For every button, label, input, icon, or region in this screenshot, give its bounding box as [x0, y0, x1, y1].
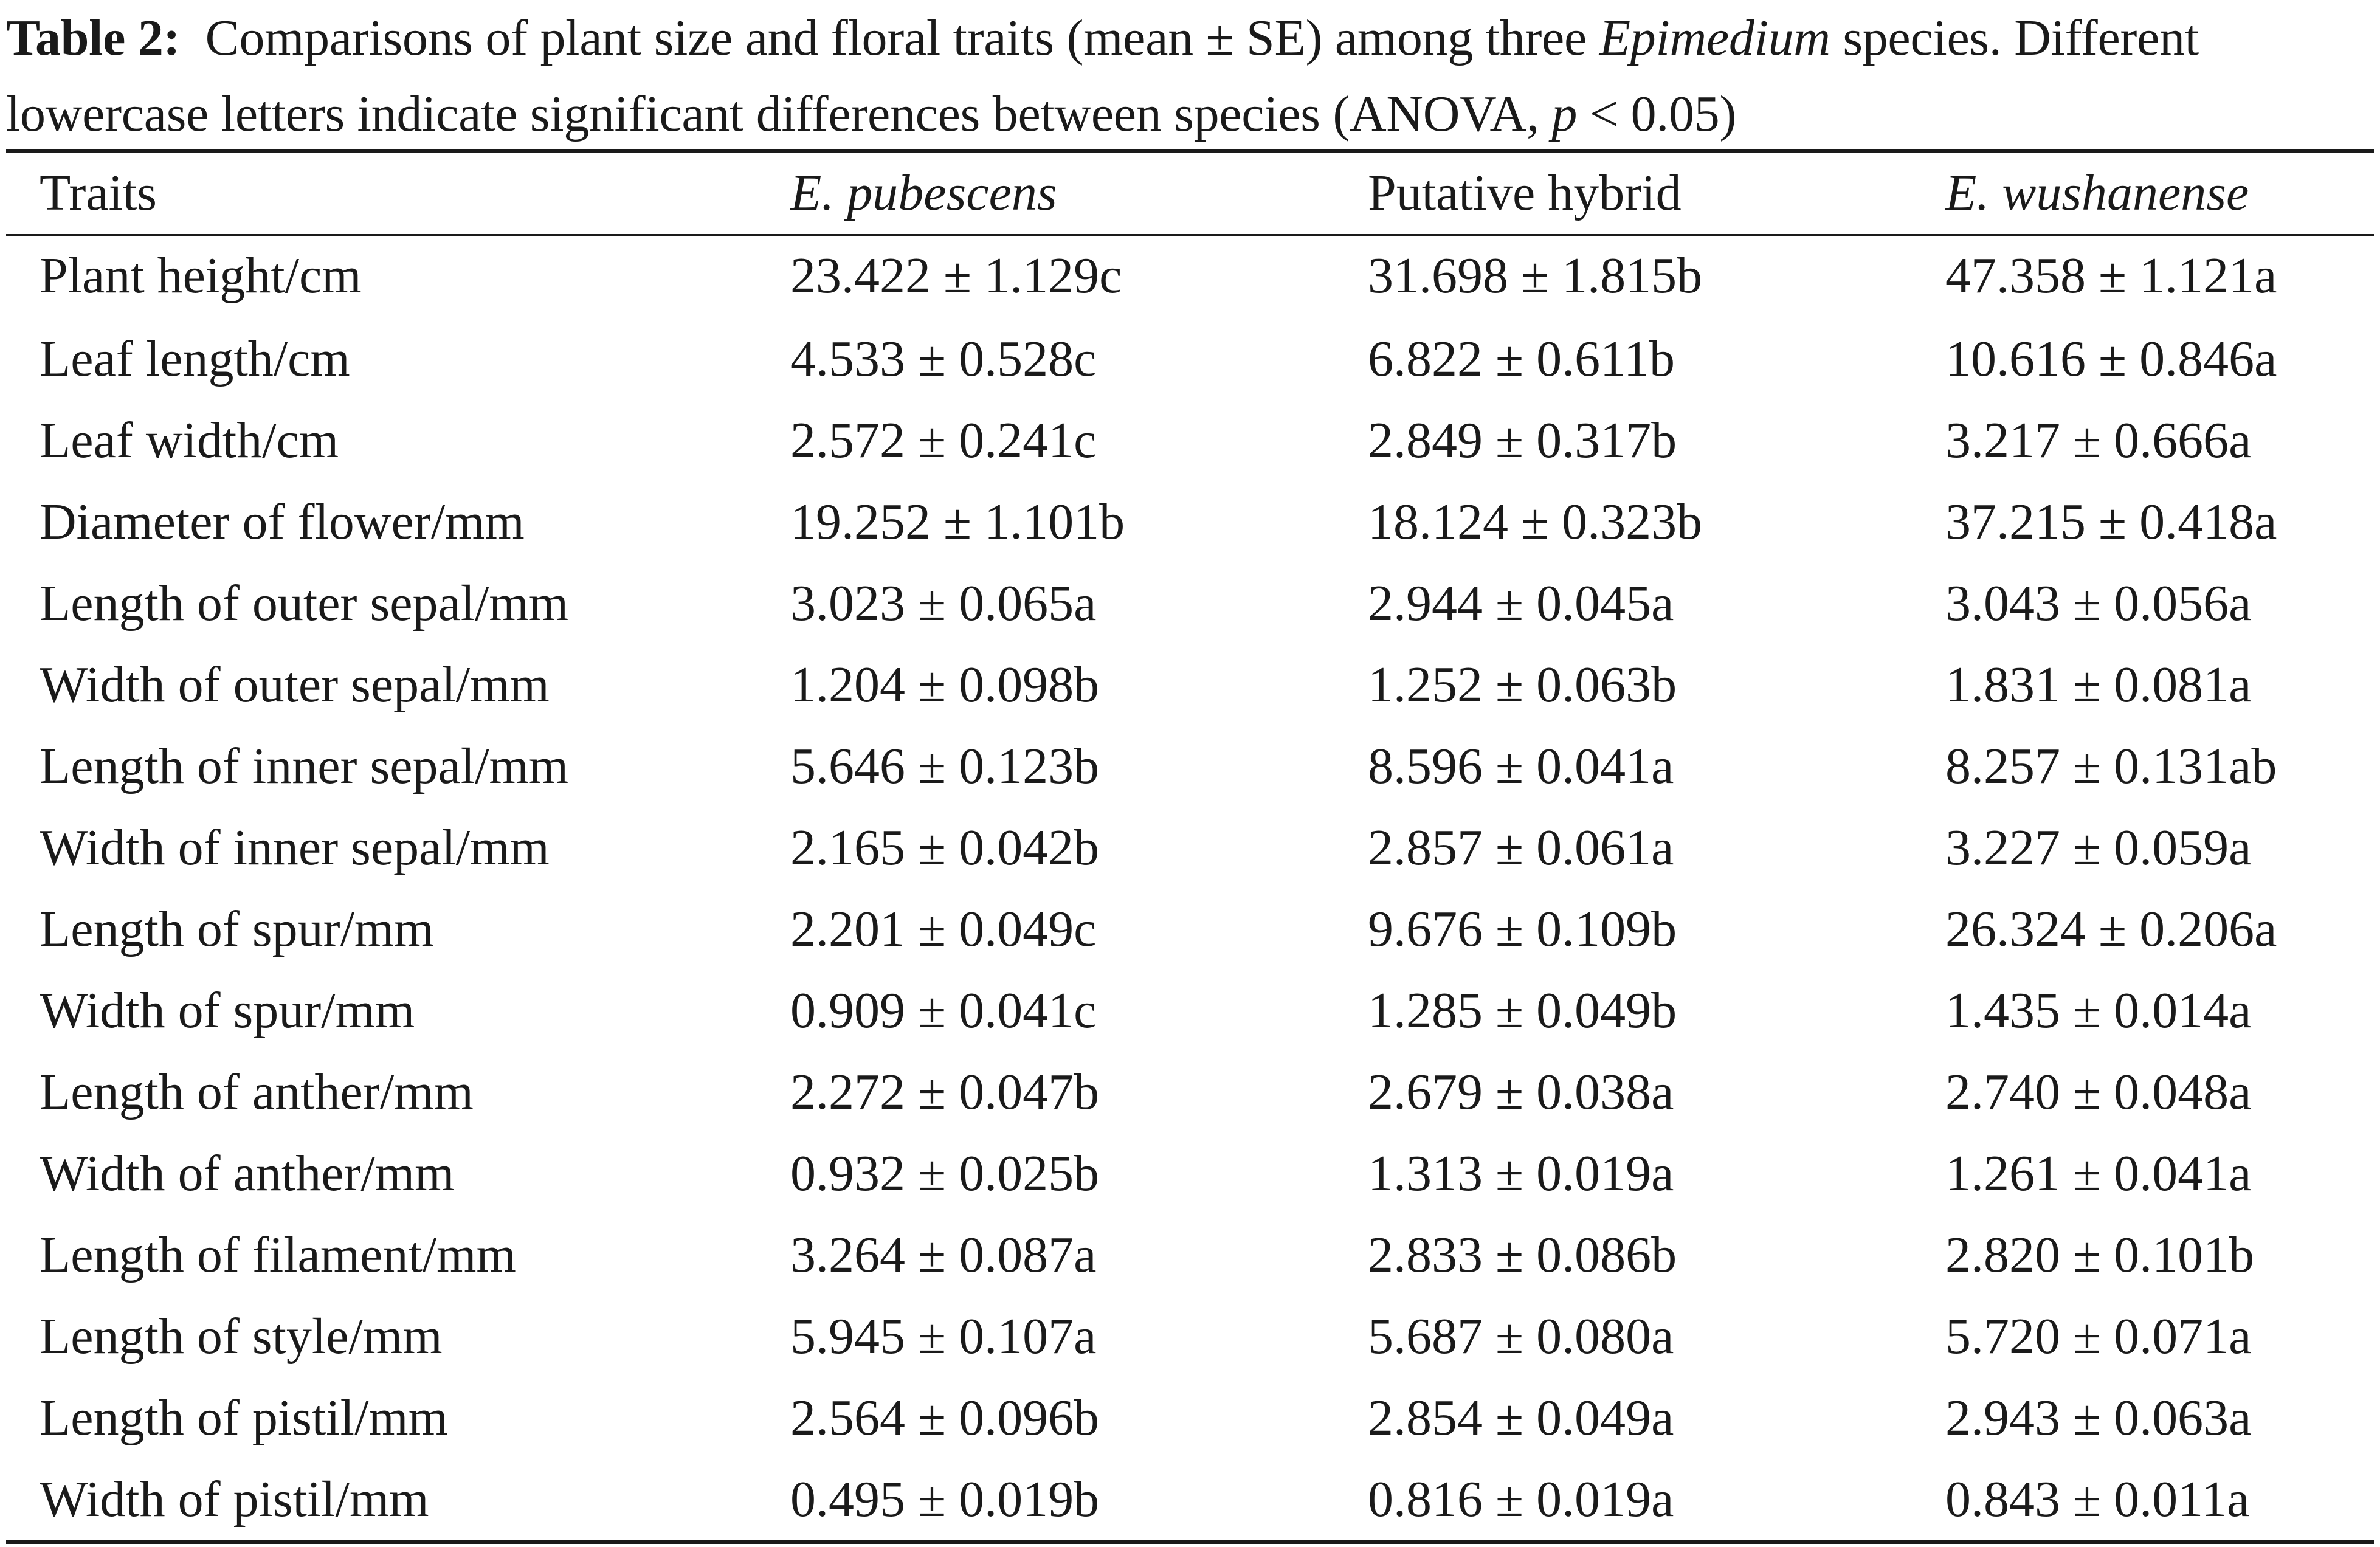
e-wushanense-value-cell: 2.943 ± 0.063a — [1945, 1389, 2252, 1446]
table-row: Diameter of flower/mm 19.252 ± 1.101b 18.1… — [6, 481, 2374, 562]
trait-name-cell: Leaf length/cm — [40, 330, 350, 387]
trait-name-cell: Length of spur/mm — [40, 900, 434, 957]
e-wushanense-value-cell: 26.324 ± 0.206a — [1945, 900, 2277, 957]
putative-hybrid-value-cell: 6.822 ± 0.611b — [1368, 330, 1675, 387]
caption-text-part3: < 0.05) — [1589, 86, 1737, 142]
table-row: Width of spur/mm 0.909 ± 0.041c 1.285 ± 0.… — [6, 970, 2374, 1051]
table-row: Leaf length/cm 4.533 ± 0.528c 6.822 ± 0.61… — [6, 318, 2374, 399]
table-row: Length of filament/mm 3.264 ± 0.087a 2.833… — [6, 1214, 2374, 1295]
table-label: Table 2: — [6, 10, 181, 66]
caption-genus: Epimedium — [1599, 10, 1830, 66]
table-caption: Table 2: Comparisons of plant size and f… — [6, 0, 2374, 152]
table-row: Length of inner sepal/mm 5.646 ± 0.123b 8.… — [6, 725, 2374, 807]
putative-hybrid-value-cell: 1.252 ± 0.063b — [1368, 656, 1677, 713]
e-pubescens-value-cell: 2.165 ± 0.042b — [790, 819, 1100, 876]
trait-name-cell: Width of outer sepal/mm — [40, 656, 550, 713]
e-pubescens-value-cell: 1.204 ± 0.098b — [790, 656, 1100, 713]
table-body: Plant height/cm 23.422 ± 1.129c 31.698 ± 1… — [6, 233, 2374, 1540]
putative-hybrid-value-cell: 18.124 ± 0.323b — [1368, 493, 1703, 550]
caption-text-part2: species. Different lowercase letters ind… — [6, 10, 2199, 142]
e-wushanense-value-cell: 1.831 ± 0.081a — [1945, 656, 2252, 713]
table-row: Length of anther/mm 2.272 ± 0.047b 2.679 ±… — [6, 1051, 2374, 1132]
e-wushanense-value-cell: 10.616 ± 0.846a — [1945, 330, 2277, 387]
trait-name-cell: Length of filament/mm — [40, 1226, 516, 1283]
putative-hybrid-value-cell: 2.833 ± 0.086b — [1368, 1226, 1677, 1283]
table-row: Width of inner sepal/mm 2.165 ± 0.042b 2.8… — [6, 807, 2374, 888]
trait-name-cell: Width of anther/mm — [40, 1145, 455, 1202]
e-wushanense-value-cell: 8.257 ± 0.131ab — [1945, 737, 2277, 794]
putative-hybrid-value-cell: 1.285 ± 0.049b — [1368, 982, 1677, 1039]
caption-p-symbol: p — [1551, 86, 1578, 142]
trait-name-cell: Diameter of flower/mm — [40, 493, 525, 550]
column-header-e-pubescens: E. pubescens — [790, 165, 1057, 221]
putative-hybrid-value-cell: 5.687 ± 0.080a — [1368, 1308, 1674, 1365]
putative-hybrid-value-cell: 1.313 ± 0.019a — [1368, 1145, 1674, 1202]
e-wushanense-value-cell: 37.215 ± 0.418a — [1945, 493, 2277, 550]
e-pubescens-value-cell: 5.646 ± 0.123b — [790, 737, 1100, 794]
e-wushanense-value-cell: 47.358 ± 1.121a — [1945, 247, 2277, 304]
e-wushanense-value-cell: 1.261 ± 0.041a — [1945, 1145, 2252, 1202]
putative-hybrid-value-cell: 2.854 ± 0.049a — [1368, 1389, 1674, 1446]
e-pubescens-value-cell: 2.201 ± 0.049c — [790, 900, 1097, 957]
table-row: Leaf width/cm 2.572 ± 0.241c 2.849 ± 0.317… — [6, 399, 2374, 481]
trait-name-cell: Plant height/cm — [40, 247, 362, 304]
e-pubescens-value-cell: 2.564 ± 0.096b — [790, 1389, 1100, 1446]
e-wushanense-value-cell: 2.740 ± 0.048a — [1945, 1063, 2252, 1120]
putative-hybrid-value-cell: 2.944 ± 0.045a — [1368, 574, 1674, 632]
table-row: Length of outer sepal/mm 3.023 ± 0.065a 2.… — [6, 562, 2374, 644]
table-row: Plant height/cm 23.422 ± 1.129c 31.698 ± 1… — [6, 233, 2374, 318]
e-pubescens-value-cell: 2.272 ± 0.047b — [790, 1063, 1100, 1120]
e-pubescens-value-cell: 4.533 ± 0.528c — [790, 330, 1097, 387]
putative-hybrid-value-cell: 2.857 ± 0.061a — [1368, 819, 1674, 876]
table-bottom-rule — [6, 1540, 2374, 1544]
e-pubescens-value-cell: 0.909 ± 0.041c — [790, 982, 1097, 1039]
e-wushanense-value-cell: 3.227 ± 0.059a — [1945, 819, 2252, 876]
traits-table: Traits E. pubescens Putative hybrid E. w… — [6, 153, 2374, 1540]
trait-name-cell: Length of pistil/mm — [40, 1389, 448, 1446]
putative-hybrid-value-cell: 2.679 ± 0.038a — [1368, 1063, 1674, 1120]
putative-hybrid-value-cell: 8.596 ± 0.041a — [1368, 737, 1674, 794]
column-header-traits: Traits — [40, 165, 157, 221]
e-pubescens-value-cell: 0.495 ± 0.019b — [790, 1470, 1100, 1528]
trait-name-cell: Width of inner sepal/mm — [40, 819, 550, 876]
e-pubescens-value-cell: 3.023 ± 0.065a — [790, 574, 1097, 632]
e-pubescens-value-cell: 23.422 ± 1.129c — [790, 247, 1122, 304]
e-pubescens-value-cell: 3.264 ± 0.087a — [790, 1226, 1097, 1283]
putative-hybrid-value-cell: 0.816 ± 0.019a — [1368, 1470, 1674, 1528]
trait-name-cell: Width of spur/mm — [40, 982, 415, 1039]
column-header-e-wushanense: E. wushanense — [1945, 165, 2249, 221]
e-wushanense-value-cell: 0.843 ± 0.011a — [1945, 1470, 2250, 1528]
e-wushanense-value-cell: 5.720 ± 0.071a — [1945, 1308, 2252, 1365]
trait-name-cell: Length of anther/mm — [40, 1063, 474, 1120]
table-row: Width of pistil/mm 0.495 ± 0.019b 0.816 ± … — [6, 1458, 2374, 1540]
table-row: Length of pistil/mm 2.564 ± 0.096b 2.854 ±… — [6, 1377, 2374, 1458]
table-row: Width of outer sepal/mm 1.204 ± 0.098b 1.2… — [6, 644, 2374, 725]
e-wushanense-value-cell: 2.820 ± 0.101b — [1945, 1226, 2255, 1283]
table-row: Length of spur/mm 2.201 ± 0.049c 9.676 ± 0… — [6, 888, 2374, 970]
table-row: Width of anther/mm 0.932 ± 0.025b 1.313 ± … — [6, 1132, 2374, 1214]
table-top-rule — [6, 149, 2374, 153]
e-pubescens-value-cell: 5.945 ± 0.107a — [790, 1308, 1097, 1365]
trait-name-cell: Leaf width/cm — [40, 412, 339, 469]
column-header-putative-hybrid: Putative hybrid — [1368, 165, 1682, 221]
e-wushanense-value-cell: 3.217 ± 0.666a — [1945, 412, 2252, 469]
table-header-rule — [6, 234, 2374, 236]
putative-hybrid-value-cell: 31.698 ± 1.815b — [1368, 247, 1703, 304]
table-header-row: Traits E. pubescens Putative hybrid E. w… — [6, 153, 2374, 233]
caption-text-part1: Comparisons of plant size and floral tra… — [205, 10, 1587, 66]
trait-name-cell: Length of style/mm — [40, 1308, 443, 1365]
trait-name-cell: Width of pistil/mm — [40, 1470, 429, 1528]
putative-hybrid-value-cell: 9.676 ± 0.109b — [1368, 900, 1677, 957]
trait-name-cell: Length of outer sepal/mm — [40, 574, 569, 632]
e-pubescens-value-cell: 2.572 ± 0.241c — [790, 412, 1097, 469]
e-wushanense-value-cell: 3.043 ± 0.056a — [1945, 574, 2252, 632]
trait-name-cell: Length of inner sepal/mm — [40, 737, 569, 794]
e-pubescens-value-cell: 0.932 ± 0.025b — [790, 1145, 1100, 1202]
e-wushanense-value-cell: 1.435 ± 0.014a — [1945, 982, 2252, 1039]
e-pubescens-value-cell: 19.252 ± 1.101b — [790, 493, 1125, 550]
table-row: Length of style/mm 5.945 ± 0.107a 5.687 ± … — [6, 1295, 2374, 1377]
putative-hybrid-value-cell: 2.849 ± 0.317b — [1368, 412, 1677, 469]
